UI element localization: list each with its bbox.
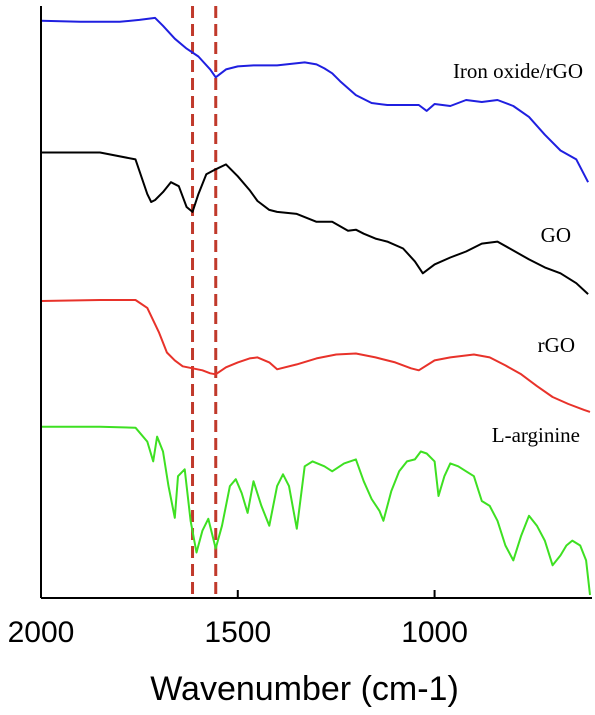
x-tick-label: 2000 <box>8 616 75 649</box>
series-line-rgo <box>40 299 591 413</box>
series-line-iron-oxide-rgo <box>40 16 589 183</box>
series-line-l-arginine <box>41 425 591 596</box>
x-tick-group: 2000 1500 1000 <box>8 590 468 649</box>
plot-area <box>40 6 591 598</box>
series-line-go <box>41 151 589 295</box>
series-label-rgo: rGO <box>538 333 575 357</box>
x-tick-label: 1500 <box>204 616 271 649</box>
series-label-l-arginine: L-arginine <box>492 423 580 447</box>
series-label-go: GO <box>541 223 571 247</box>
x-axis-title: Wavenumber (cm-1) <box>150 670 459 708</box>
x-tick-label: 1000 <box>401 616 468 649</box>
series-label-group: Iron oxide/rGO GO rGO L-arginine <box>453 59 583 447</box>
series-label-iron-oxide-rgo: Iron oxide/rGO <box>453 59 583 83</box>
